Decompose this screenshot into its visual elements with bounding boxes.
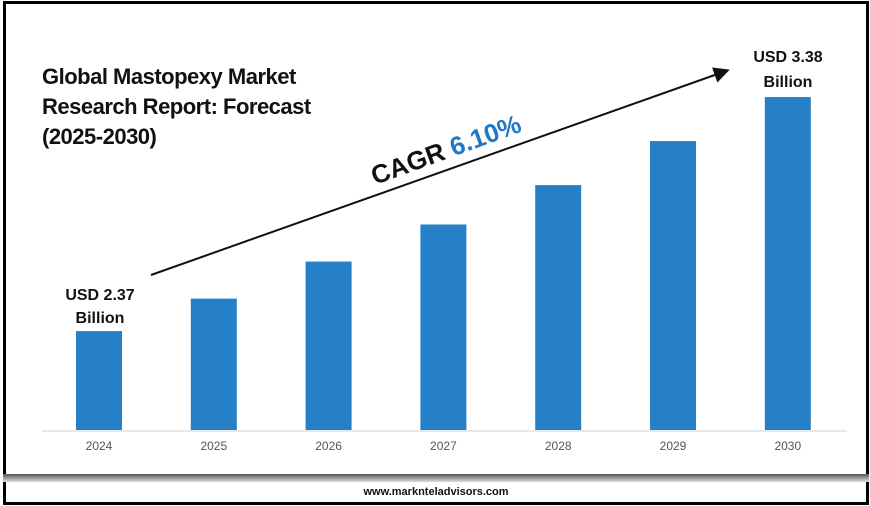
bar-2024 bbox=[76, 331, 122, 430]
frame-shadow bbox=[3, 474, 869, 482]
x-tick-label: 2026 bbox=[315, 439, 342, 453]
title-line: Global Mastopexy Market bbox=[42, 64, 296, 89]
bar-2030 bbox=[764, 97, 811, 431]
footer-website: www.marknteladvisors.com bbox=[3, 482, 869, 505]
chart-title: Global Mastopexy Market Research Report:… bbox=[42, 62, 311, 152]
x-tick-label: 2030 bbox=[774, 439, 801, 453]
start-value-label: Billion bbox=[76, 310, 125, 327]
x-tick-label: 2025 bbox=[200, 439, 227, 453]
x-tick-label: 2028 bbox=[545, 439, 572, 453]
start-value-label: USD 2.37 bbox=[65, 287, 134, 304]
x-tick-label: 2024 bbox=[86, 439, 113, 453]
bar-2025 bbox=[190, 298, 237, 430]
end-value-label: Billion bbox=[764, 74, 813, 91]
end-value-label: USD 3.38 bbox=[753, 49, 822, 66]
title-line: Research Report: Forecast bbox=[42, 94, 311, 119]
growth-arrow bbox=[150, 67, 730, 276]
bar-2027 bbox=[420, 224, 467, 430]
bar-2029 bbox=[650, 141, 696, 430]
bar-2026 bbox=[305, 261, 352, 430]
bar-2028 bbox=[535, 185, 582, 430]
x-tick-label: 2027 bbox=[430, 439, 457, 453]
cagr-annotation: CAGR 6.10% bbox=[367, 109, 525, 191]
cagr-value: 6.10% bbox=[446, 109, 526, 162]
x-tick-label: 2029 bbox=[660, 439, 687, 453]
title-line: (2025-2030) bbox=[42, 124, 157, 149]
